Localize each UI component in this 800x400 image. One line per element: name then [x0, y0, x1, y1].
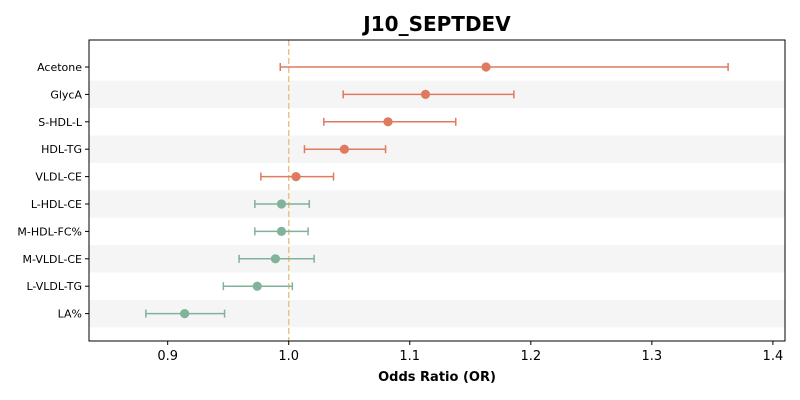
- y-tick-label: M-HDL-FC%: [17, 225, 82, 238]
- y-tick-label: S-HDL-L: [38, 116, 83, 129]
- row-band: [89, 135, 785, 163]
- point-estimate: [291, 172, 301, 182]
- data-marks: [145, 62, 729, 319]
- point-estimate: [270, 254, 281, 264]
- plot-frame: [88, 39, 786, 342]
- point-estimate: [339, 144, 350, 154]
- point-estimate: [481, 62, 491, 72]
- chart-title: J10_SEPTDEV: [361, 12, 511, 36]
- point-estimate: [420, 89, 431, 99]
- y-tick-label: LA%: [58, 308, 82, 321]
- point-estimate: [276, 226, 287, 236]
- row-band: [89, 190, 785, 218]
- point-estimate: [276, 199, 287, 209]
- y-tick-label: L-VLDL-TG: [26, 280, 82, 293]
- x-tick-label: 1.2: [520, 349, 541, 364]
- x-tick-label: 1.3: [642, 349, 663, 364]
- y-tick-label: GlycA: [50, 88, 82, 101]
- x-ticks: 0.9 1.0 1.1 1.2 1.3 1.4: [157, 341, 783, 364]
- x-tick-label: 0.9: [157, 349, 178, 364]
- point-estimate: [383, 117, 393, 127]
- row-bands: [89, 80, 785, 328]
- x-tick-label: 1.0: [278, 349, 299, 364]
- y-tick-label: L-HDL-CE: [31, 198, 82, 211]
- y-tick-labels: Acetone GlycA S-HDL-L HDL-TG VLDL-CE L-HDL-CE…: [17, 61, 89, 321]
- x-tick-label: 1.4: [763, 349, 784, 364]
- x-axis-label: Odds Ratio (OR): [378, 370, 496, 385]
- point-estimate: [252, 281, 262, 291]
- y-tick-label: VLDL-CE: [35, 171, 82, 184]
- y-tick-label: Acetone: [37, 61, 82, 74]
- x-tick-label: 1.1: [399, 349, 420, 364]
- y-tick-label: M-VLDL-CE: [23, 253, 83, 266]
- point-estimate: [180, 309, 190, 319]
- y-tick-label: HDL-TG: [41, 143, 82, 156]
- row-band: [89, 245, 785, 273]
